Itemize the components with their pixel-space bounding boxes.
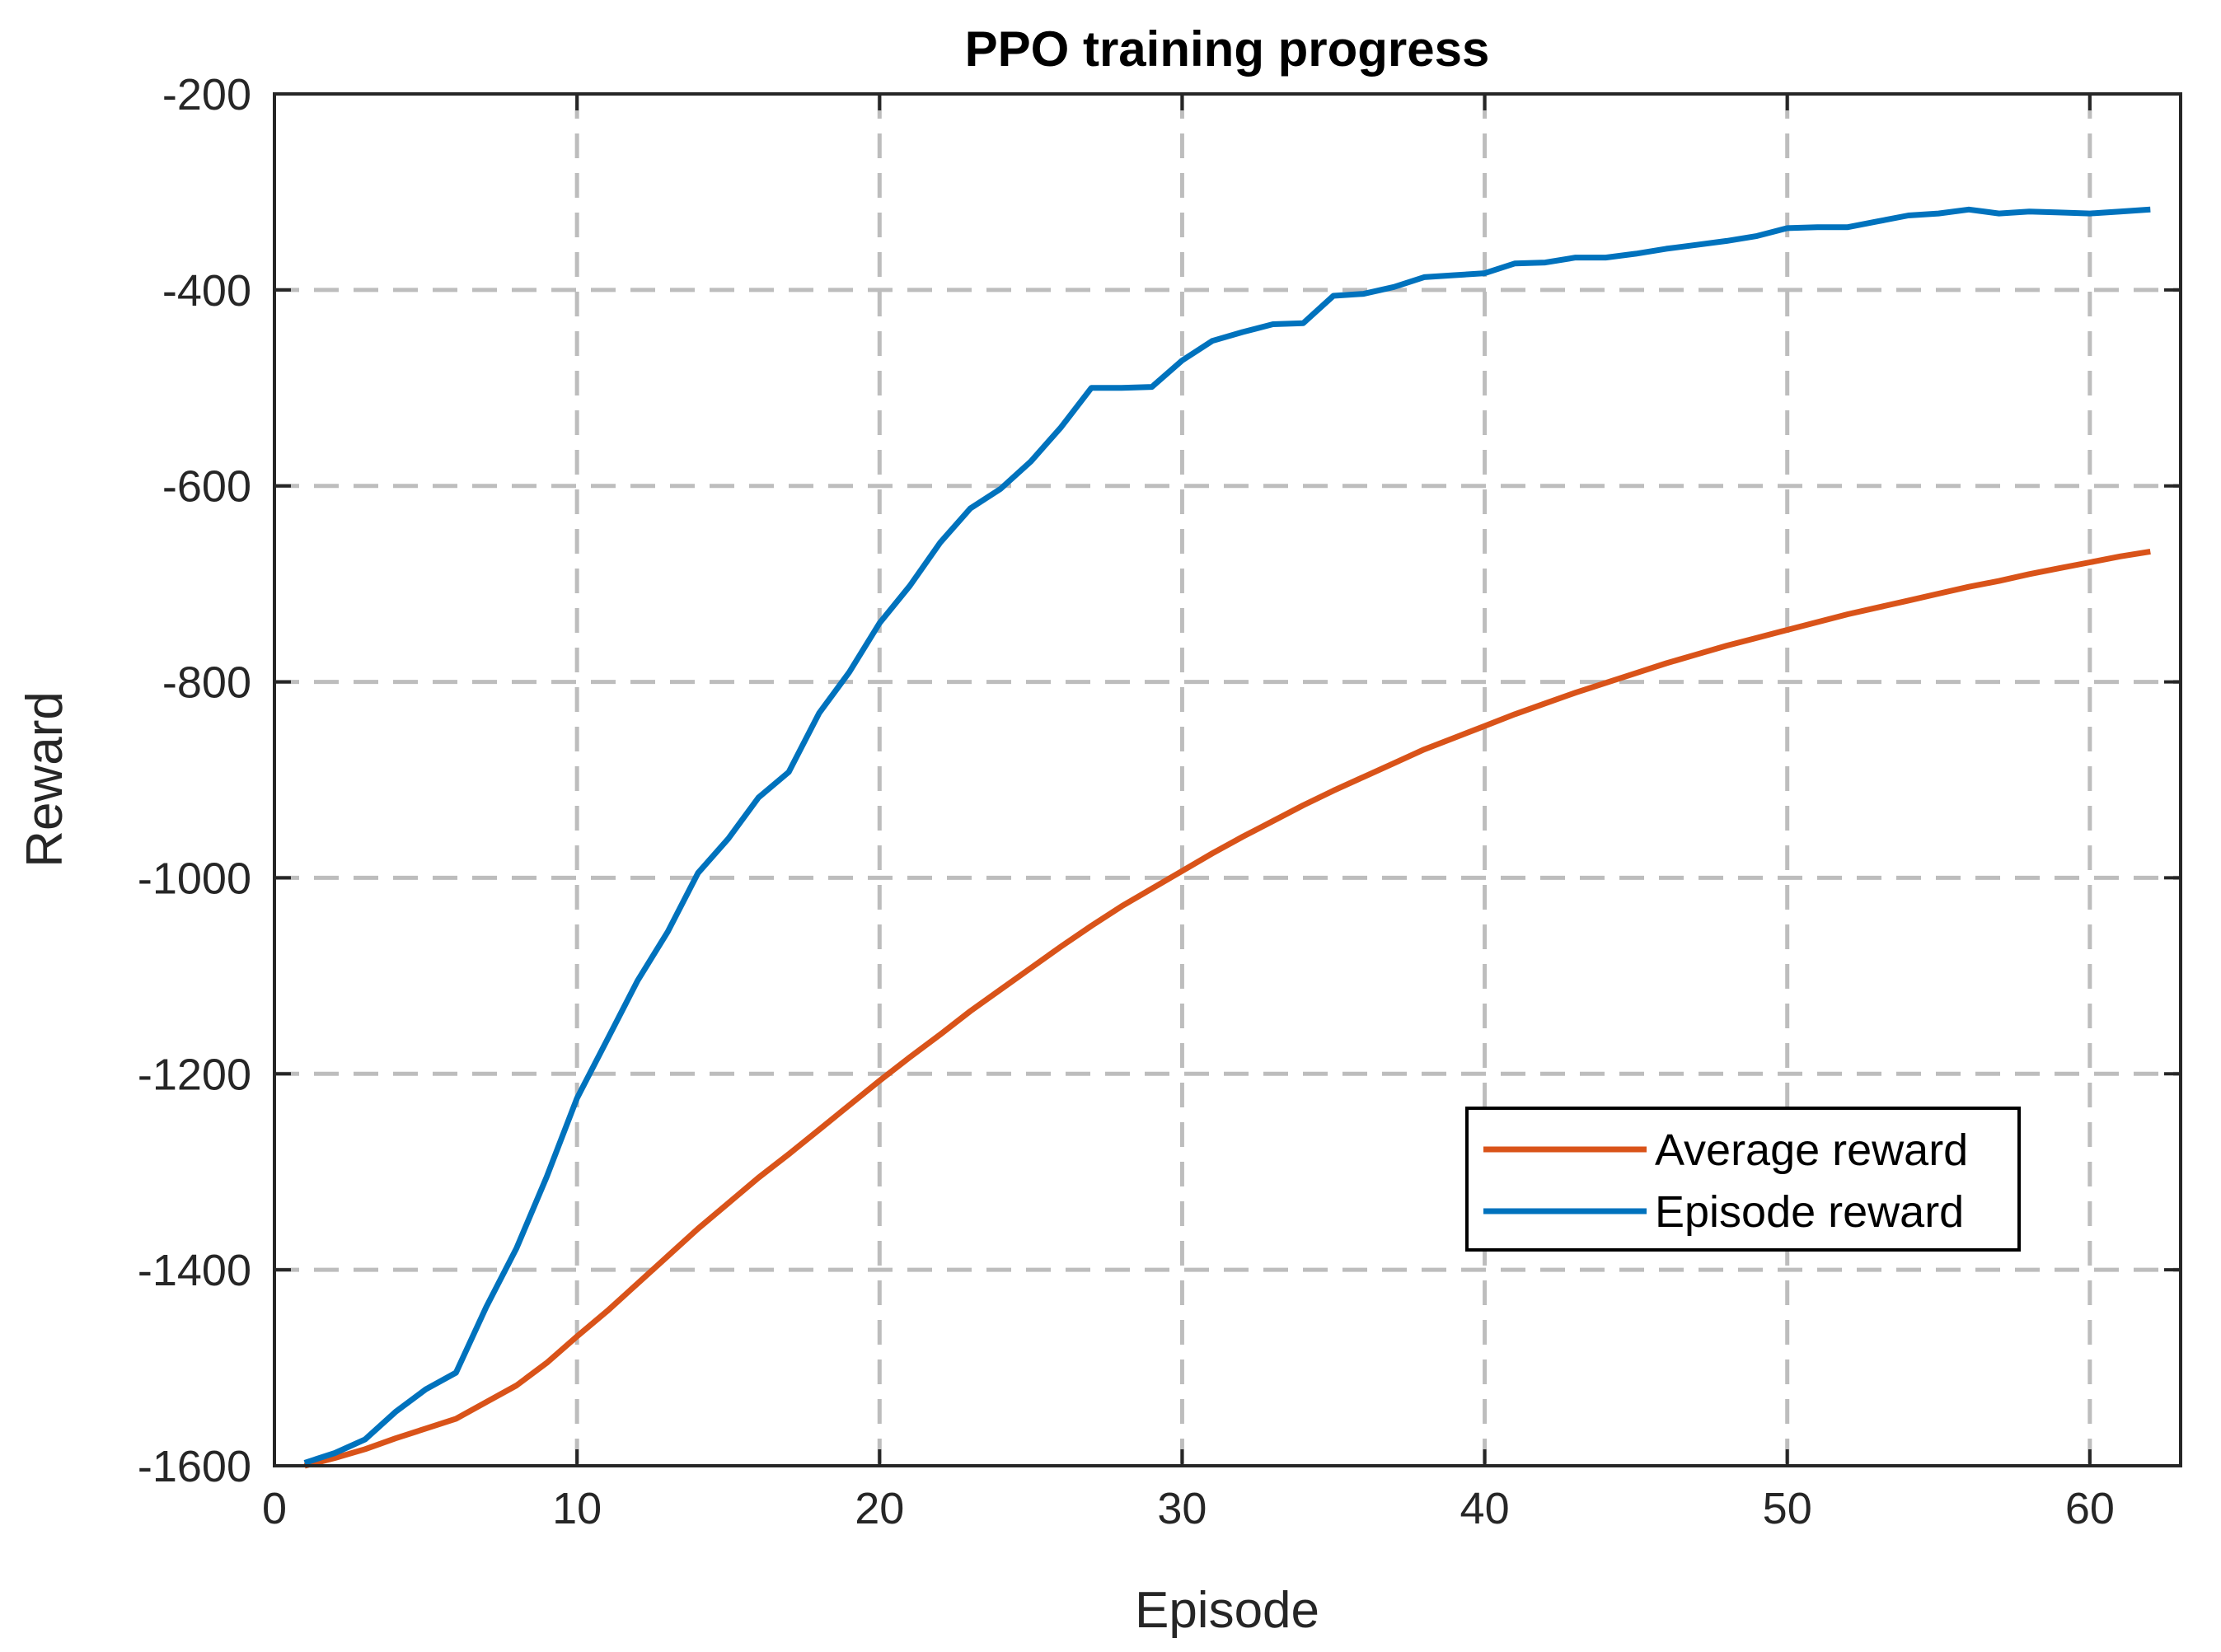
y-axis-title: Reward [16, 691, 73, 868]
x-tick-label: 10 [552, 1484, 602, 1533]
y-tick-label: -800 [162, 658, 251, 708]
legend: Average reward Episode reward [1465, 1107, 2021, 1252]
y-tick-label: -1600 [138, 1442, 251, 1491]
series-line-episode-reward [303, 206, 2151, 1466]
legend-label-episode-reward: Episode reward [1655, 1187, 1964, 1237]
legend-label-average-reward: Average reward [1655, 1126, 1968, 1175]
y-tick-label: -400 [162, 266, 251, 316]
series-layer [303, 206, 2151, 1469]
x-tick-label: 40 [1460, 1484, 1510, 1533]
x-tick-label: 30 [1157, 1484, 1207, 1533]
tick-labels: 0 10 20 30 40 50 60 -1600 -1400 -1200 -1000 -800 -60… [138, 70, 2115, 1533]
y-tick-label: -600 [162, 462, 251, 512]
legend-box [1465, 1107, 2021, 1252]
y-tick-label: -200 [162, 70, 251, 119]
plot-frame [273, 92, 2182, 1467]
x-tick-label: 20 [855, 1484, 904, 1533]
plot-background [274, 94, 2181, 1466]
x-axis-title: Episode [1135, 1582, 1319, 1639]
x-tick-label: 0 [262, 1484, 287, 1533]
ticks [273, 92, 2181, 1467]
chart-title: PPO training progress [965, 21, 1490, 77]
series-line-average-reward [303, 548, 2151, 1469]
x-tick-label: 60 [2065, 1484, 2115, 1533]
x-tick-label: 50 [1763, 1484, 1812, 1533]
y-tick-label: -1000 [138, 854, 251, 903]
y-tick-label: -1200 [138, 1050, 251, 1099]
y-tick-label: -1400 [138, 1246, 251, 1295]
